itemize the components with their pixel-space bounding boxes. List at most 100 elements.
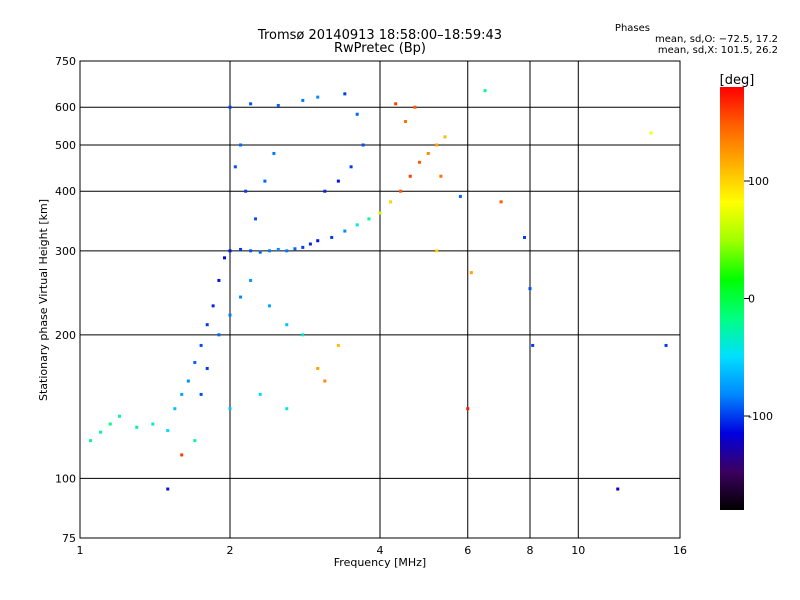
stats-line-o: mean, sd,O: −72.5, 17.2 (655, 34, 778, 45)
data-point (99, 430, 103, 434)
data-point (664, 343, 668, 347)
colorbar-tick-label: -100 (748, 410, 773, 423)
data-point (249, 249, 253, 253)
data-point (173, 407, 177, 411)
data-point (205, 323, 209, 327)
colorbar-label: [deg] (720, 73, 755, 88)
data-point (367, 217, 371, 221)
data-point (285, 407, 289, 411)
data-point (272, 151, 276, 155)
data-point (443, 135, 447, 139)
data-point (228, 407, 232, 411)
data-point (469, 271, 473, 275)
data-point (199, 392, 203, 396)
data-point (180, 453, 184, 457)
x-tick-label: 8 (527, 544, 534, 557)
data-point (343, 92, 347, 96)
data-points (89, 89, 668, 491)
data-point (355, 223, 359, 227)
data-point (285, 249, 289, 253)
data-point (483, 89, 487, 93)
data-point (263, 179, 267, 183)
data-point (408, 174, 412, 178)
data-point (616, 487, 620, 491)
data-point (336, 179, 340, 183)
y-axis-label: Stationary phase Virtual Height [km] (37, 199, 50, 401)
data-point (355, 112, 359, 116)
data-point (180, 392, 184, 396)
data-point (267, 249, 271, 253)
data-point (435, 143, 439, 147)
grid-lines (80, 61, 680, 538)
data-point (293, 247, 297, 251)
x-tick-label: 4 (377, 544, 384, 557)
data-point (316, 366, 320, 370)
data-point (523, 235, 527, 239)
data-point (330, 235, 334, 239)
x-tick-label: 6 (464, 544, 471, 557)
data-point (301, 245, 305, 249)
data-point (349, 165, 353, 169)
x-tick-label: 2 (227, 544, 234, 557)
data-point (403, 120, 407, 124)
data-point (343, 229, 347, 233)
data-point (528, 287, 532, 291)
data-point (301, 98, 305, 102)
data-point (244, 189, 248, 193)
y-tick-label: 75 (62, 532, 76, 545)
data-point (316, 239, 320, 243)
data-point (217, 333, 221, 337)
data-point (323, 189, 327, 193)
data-point (285, 323, 289, 327)
y-tick-label: 750 (55, 55, 76, 68)
y-tick-label: 300 (55, 245, 76, 258)
data-point (439, 174, 443, 178)
colorbar (720, 87, 744, 510)
x-tick-label: 16 (673, 544, 687, 557)
data-point (193, 360, 197, 364)
data-point (253, 217, 257, 221)
colorbar-ticks: 100 0 -100 (744, 175, 773, 423)
x-tick-label: 1 (77, 544, 84, 557)
data-point (426, 151, 430, 155)
x-axis-ticks: 1 2 4 6 8 10 16 (77, 544, 688, 557)
chart-subtitle: RwPretec (Bp) (333, 41, 427, 56)
stats-header: Phases (614, 23, 650, 34)
chart-title: Tromsø 20140913 18:58:00–18:59:43 (257, 28, 503, 43)
data-point (399, 189, 403, 193)
x-tick-label: 10 (571, 544, 585, 557)
data-point (211, 304, 215, 308)
data-point (217, 278, 221, 282)
data-point (89, 439, 93, 443)
data-point (228, 313, 232, 317)
data-point (186, 379, 190, 383)
y-tick-label: 100 (55, 472, 76, 485)
data-point (117, 414, 121, 418)
data-point (435, 249, 439, 253)
data-point (413, 105, 417, 109)
data-point (228, 105, 232, 109)
data-point (389, 200, 393, 204)
y-axis-ticks: 75 100 200 300 400 500 600 750 (55, 55, 76, 545)
data-point (308, 242, 312, 246)
colorbar-tick-label: 100 (748, 175, 769, 188)
data-point (151, 422, 155, 426)
colorbar-tick-label: 0 (748, 293, 755, 306)
data-point (233, 165, 237, 169)
data-point (223, 256, 227, 260)
data-point (499, 200, 503, 204)
data-point (193, 439, 197, 443)
data-point (239, 247, 243, 251)
data-point (323, 379, 327, 383)
data-point (228, 249, 232, 253)
data-point (649, 131, 653, 135)
stats-line-x: mean, sd,X: 101.5, 26.2 (657, 45, 778, 56)
data-point (267, 304, 271, 308)
data-point (199, 343, 203, 347)
data-point (361, 143, 365, 147)
data-point (258, 250, 262, 254)
data-point (249, 278, 253, 282)
data-point (249, 102, 253, 106)
y-tick-label: 400 (55, 185, 76, 198)
